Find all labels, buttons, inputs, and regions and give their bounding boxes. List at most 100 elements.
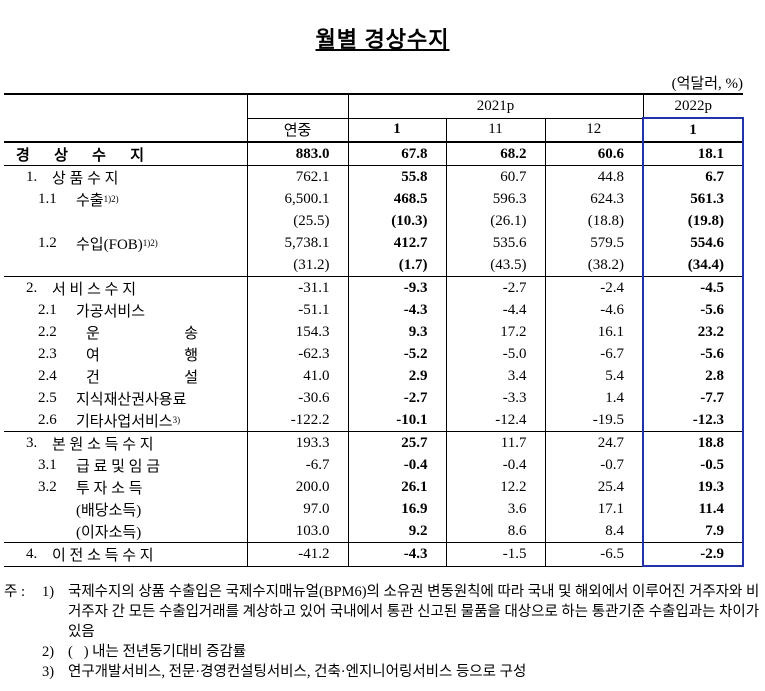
label-wrap: 2.2 운 송 (4, 322, 247, 343)
value-cell: -1.5 (445, 542, 545, 567)
value-cell: -4.5 (642, 276, 744, 299)
value-cell: 3.6 (445, 498, 545, 520)
table-row: 경 상 수 지 883.0 67.8 68.2 60.6 18.1 (4, 142, 744, 166)
value-cell: (10.3) (347, 210, 446, 232)
row-number: 3.2 (38, 478, 57, 495)
value-cell: -4.6 (544, 299, 643, 321)
value-cell: 25.4 (544, 476, 643, 498)
value-cell: -0.5 (642, 454, 744, 476)
table-row: (배당소득) 97.0 16.9 3.6 17.1 11.4 (4, 498, 744, 520)
table-row: 3.2 투 자 소 득 200.0 26.1 12.2 25.4 19.3 (4, 476, 744, 498)
value-cell: 19.3 (642, 476, 744, 498)
value-cell: 8.6 (445, 520, 545, 543)
row-number: 2.1 (38, 301, 57, 318)
value-cell: 103.0 (246, 520, 348, 543)
row-name: 지식재산권사용료 (76, 391, 187, 408)
column-header: 연중 (246, 118, 348, 142)
notes-indent (4, 662, 42, 682)
table-row: 2.3 여 행 -62.3 -5.2 -5.0 -6.7 -5.6 (4, 343, 744, 365)
value-cell: 8.4 (544, 520, 643, 543)
value-cell: (31.2) (246, 254, 348, 277)
year-header: 2022p (642, 93, 743, 119)
note: 주 : 1) 국제수지의 상품 수출입은 국제수지매뉴얼(BPM6)의 소유권 변동… (4, 582, 762, 642)
value-cell: 3.4 (445, 365, 545, 387)
table-row: 2. 서 비 스 수 지 -31.1 -9.3 -2.7 -2.4 -4.5 (4, 276, 744, 300)
label-wrap: 경 상 수 지 (4, 144, 247, 165)
header-blank (4, 93, 247, 142)
value-cell: 16.9 (347, 498, 446, 520)
value-cell: 596.3 (445, 188, 545, 210)
column-header: 12 (544, 118, 643, 142)
table-row: 2.4 건 설 41.0 2.9 3.4 5.4 2.8 (4, 365, 744, 387)
row-name: 운 송 (86, 325, 198, 342)
value-cell: 154.3 (246, 321, 348, 343)
value-cell: 2.8 (642, 365, 744, 387)
value-cell: 579.5 (544, 232, 643, 254)
row-label: 4. 이 전 소 득 수 지 (4, 542, 247, 567)
value-cell: -5.0 (445, 343, 545, 365)
note: 3) 연구개발서비스, 전문·경영컨설팅서비스, 건축·엔지니어링서비스 등으로 … (4, 662, 762, 682)
value-cell: 55.8 (347, 165, 446, 188)
value-cell: 535.6 (445, 232, 545, 254)
note-text: ( ) 내는 전년동기대비 증감률 (68, 644, 247, 660)
label-wrap: 2.3 여 행 (4, 344, 247, 365)
column-header: 11 (445, 118, 545, 142)
row-label: 2.6 기타사업서비스 3) (4, 409, 247, 432)
label-wrap: 2.4 건 설 (4, 366, 247, 387)
table-row: 2.1 가공서비스 -51.1 -4.3 -4.4 -4.6 -5.6 (4, 299, 744, 321)
row-label: 경 상 수 지 (4, 142, 247, 166)
year-header: 2021p (347, 93, 643, 119)
value-cell: 11.7 (445, 431, 545, 454)
row-name: (이자소득) (76, 524, 142, 541)
note: 2) ( ) 내는 전년동기대비 증감률 (4, 642, 762, 662)
row-number: 2.4 (38, 367, 57, 384)
table-row: 2.2 운 송 154.3 9.3 17.2 16.1 23.2 (4, 321, 744, 343)
value-cell: 883.0 (246, 142, 348, 166)
value-cell: (38.2) (544, 254, 643, 277)
label-wrap: (배당소득) (4, 499, 247, 520)
value-cell: -0.7 (544, 454, 643, 476)
row-number: 1. (26, 168, 38, 185)
table-body: 2021p 2022p 연중 1 11 12 1 경 상 수 지 883.0 67.8 68.… (4, 93, 744, 567)
row-name: 서 비 스 수 지 (52, 281, 137, 298)
footnote-ref: 1)2) (142, 238, 158, 248)
row-label (4, 210, 247, 232)
value-cell: 26.1 (347, 476, 446, 498)
value-cell: 6.7 (642, 165, 744, 188)
note-text: 연구개발서비스, 전문·경영컨설팅서비스, 건축·엔지니어링서비스 등으로 구성 (68, 664, 527, 680)
row-label (4, 254, 247, 277)
value-cell: 12.2 (445, 476, 545, 498)
row-label: 2. 서 비 스 수 지 (4, 277, 247, 300)
row-number: 2. (26, 279, 38, 296)
value-cell: -5.2 (347, 343, 446, 365)
header-blank (246, 93, 348, 119)
row-number: 2.6 (38, 411, 57, 428)
row-number: 4. (26, 545, 38, 562)
row-name: 기타사업서비스 (76, 413, 173, 430)
value-cell: 9.2 (347, 520, 446, 543)
notes-indent (4, 642, 42, 662)
note-marker: 1) (42, 584, 55, 600)
label-wrap: 3. 본 원 소 득 수 지 (4, 433, 247, 454)
value-cell: -0.4 (347, 454, 446, 476)
row-number: 3. (26, 434, 38, 451)
value-cell: 68.2 (445, 142, 545, 166)
row-name: 수입(FOB) (76, 236, 143, 253)
row-number: 2.2 (38, 323, 57, 340)
value-cell: 67.8 (347, 142, 446, 166)
table-row: 1.2 수입(FOB) 1)2) 5,738.1 412.7 535.6 579.5 554.… (4, 232, 744, 254)
note-marker: 2) (42, 644, 55, 660)
row-name: 급 료 및 임 금 (76, 458, 161, 475)
value-cell: 561.3 (642, 188, 744, 210)
value-cell: 200.0 (246, 476, 348, 498)
value-cell: 18.8 (642, 431, 744, 454)
row-name: 여 행 (86, 347, 198, 364)
value-cell: 17.2 (445, 321, 545, 343)
row-label: 3.2 투 자 소 득 (4, 476, 247, 498)
notes-prefix: 주 : (4, 584, 25, 600)
value-cell: 468.5 (347, 188, 446, 210)
value-cell: -31.1 (246, 276, 348, 299)
row-label: 2.4 건 설 (4, 365, 247, 387)
row-number: 2.3 (38, 345, 57, 362)
